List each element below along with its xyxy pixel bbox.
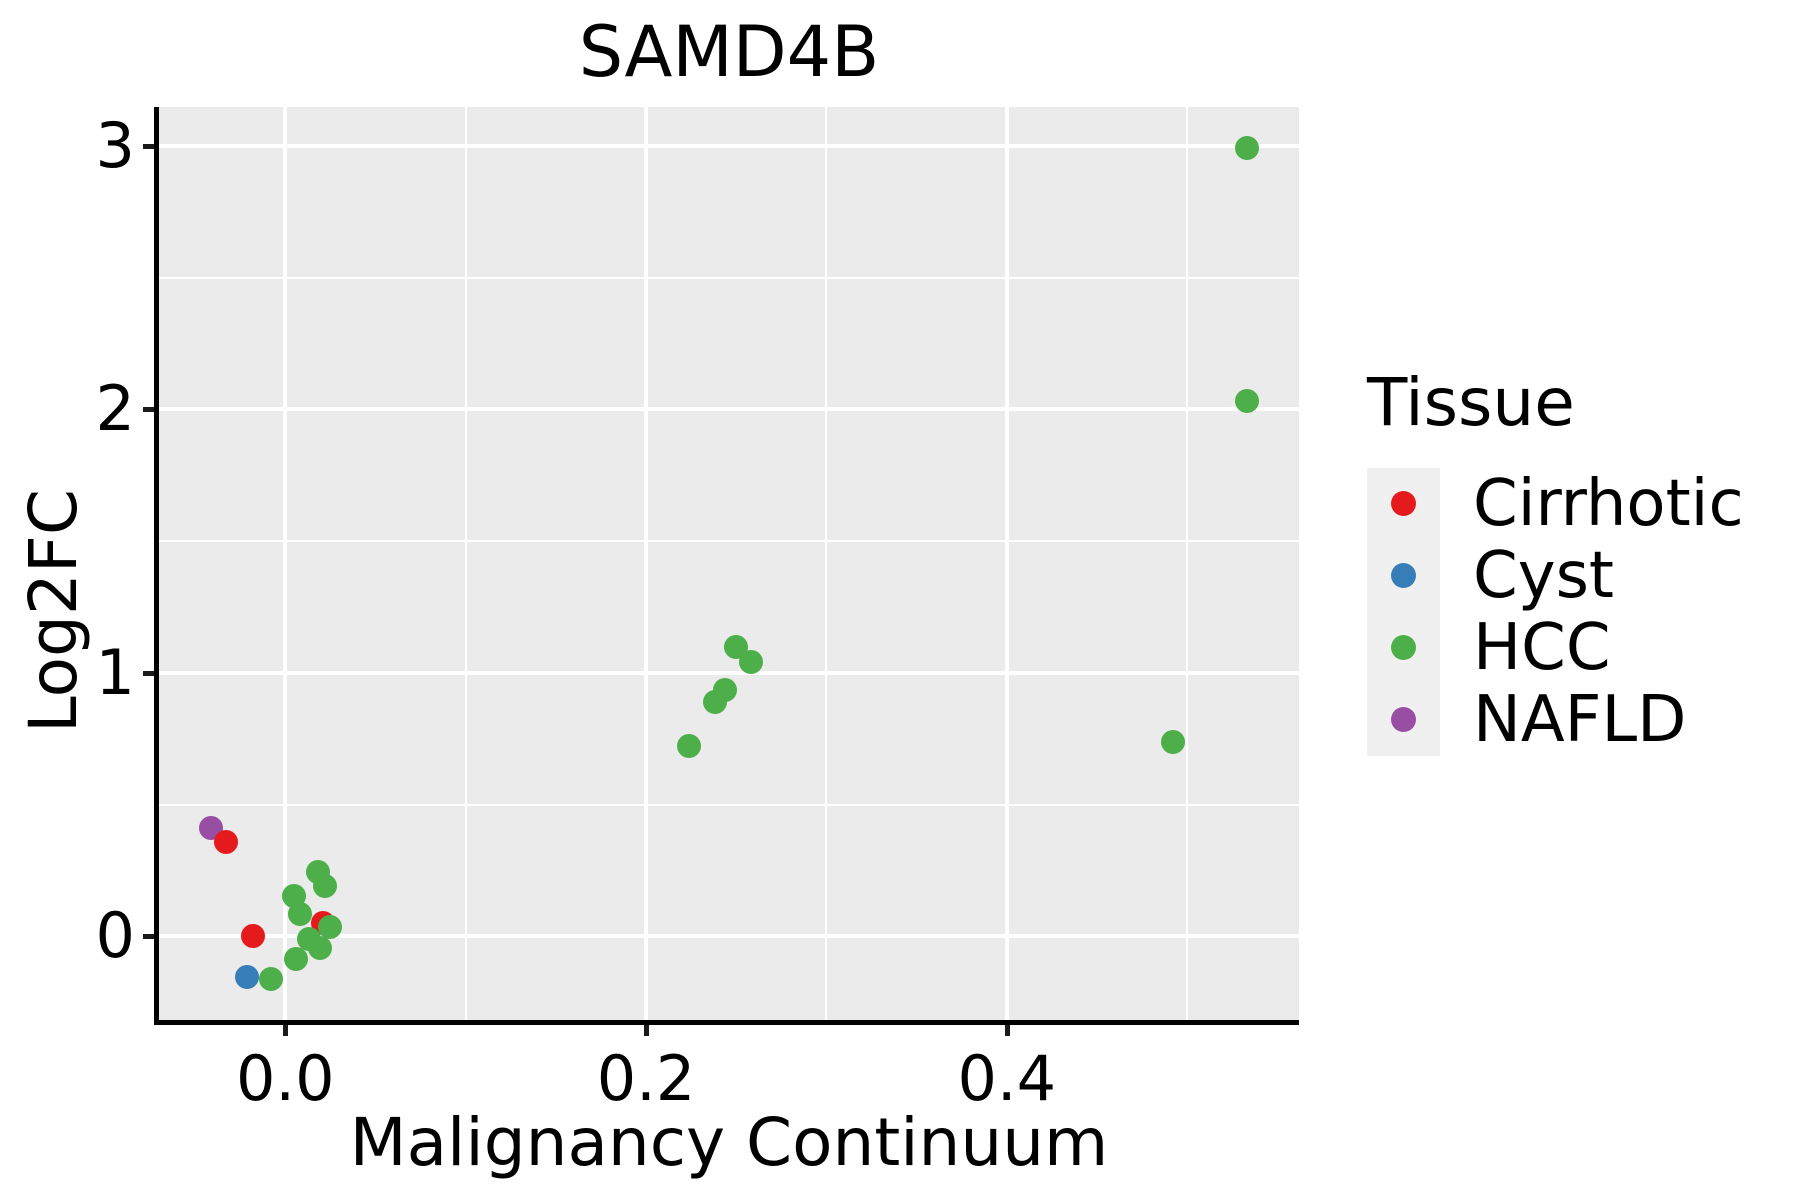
- x-tick-label: 0.2: [596, 1042, 696, 1115]
- legend-key-cirrhotic: [1367, 468, 1440, 540]
- legend-dot-cirrhotic: [1391, 491, 1416, 516]
- data-point-cirrhotic: [240, 924, 265, 949]
- x-major-gridline: [644, 107, 649, 1020]
- y-tick-label: 3: [95, 108, 135, 182]
- plot-area: [159, 107, 1299, 1020]
- data-point-hcc: [713, 677, 738, 702]
- y-tick-label: 2: [95, 372, 135, 446]
- legend-dot-cyst: [1391, 563, 1416, 588]
- y-major-gridline: [159, 143, 1299, 148]
- data-point-hcc: [1234, 136, 1259, 161]
- y-tick-label: 1: [95, 635, 135, 709]
- data-point-hcc: [282, 884, 307, 909]
- x-axis-line: [154, 1020, 1299, 1025]
- y-tick-label: 0: [95, 899, 135, 973]
- legend-dot-hcc: [1391, 635, 1416, 660]
- data-point-hcc: [305, 859, 330, 884]
- data-point-hcc: [258, 966, 283, 991]
- data-point-cirrhotic: [213, 829, 238, 854]
- x-minor-gridline: [1186, 107, 1189, 1020]
- legend-label-cirrhotic: Cirrhotic: [1473, 467, 1744, 541]
- y-minor-gridline: [159, 276, 1299, 279]
- y-tick-mark: [143, 670, 154, 676]
- data-point-hcc: [1160, 729, 1185, 754]
- legend-key-nafld: [1367, 684, 1440, 756]
- x-tick-mark: [644, 1025, 650, 1036]
- y-major-gridline: [159, 934, 1299, 939]
- x-tick-mark: [1004, 1025, 1010, 1036]
- x-tick-mark: [283, 1025, 289, 1036]
- x-minor-gridline: [464, 107, 467, 1020]
- data-point-hcc: [284, 946, 309, 971]
- data-point-hcc: [724, 635, 749, 660]
- data-point-hcc: [677, 733, 702, 758]
- x-tick-label: 0.4: [957, 1042, 1057, 1115]
- x-major-gridline: [283, 107, 288, 1020]
- legend-title: Tissue: [1367, 364, 1575, 441]
- legend-label-nafld: NAFLD: [1473, 683, 1687, 757]
- y-major-gridline: [159, 407, 1299, 412]
- y-axis-line: [154, 107, 159, 1025]
- x-minor-gridline: [825, 107, 828, 1020]
- y-tick-mark: [143, 407, 154, 413]
- legend-key-cyst: [1367, 540, 1440, 612]
- y-tick-mark: [143, 934, 154, 940]
- x-major-gridline: [1004, 107, 1009, 1020]
- data-point-hcc: [1234, 389, 1259, 414]
- x-axis-title: Malignancy Continuum: [349, 1104, 1109, 1181]
- legend-key-hcc: [1367, 612, 1440, 684]
- legend-label-cyst: Cyst: [1473, 539, 1614, 613]
- data-point-hcc: [307, 936, 332, 961]
- x-tick-label: 0.0: [235, 1042, 335, 1115]
- y-tick-mark: [143, 143, 154, 149]
- y-minor-gridline: [159, 540, 1299, 543]
- legend-label-hcc: HCC: [1473, 611, 1611, 685]
- chart-title: SAMD4B: [578, 11, 880, 93]
- data-point-cyst: [235, 965, 260, 990]
- legend-dot-nafld: [1391, 707, 1416, 732]
- y-minor-gridline: [159, 803, 1299, 806]
- y-major-gridline: [159, 670, 1299, 675]
- data-point-hcc: [318, 915, 343, 940]
- y-axis-title-text: Log2FC: [15, 489, 92, 733]
